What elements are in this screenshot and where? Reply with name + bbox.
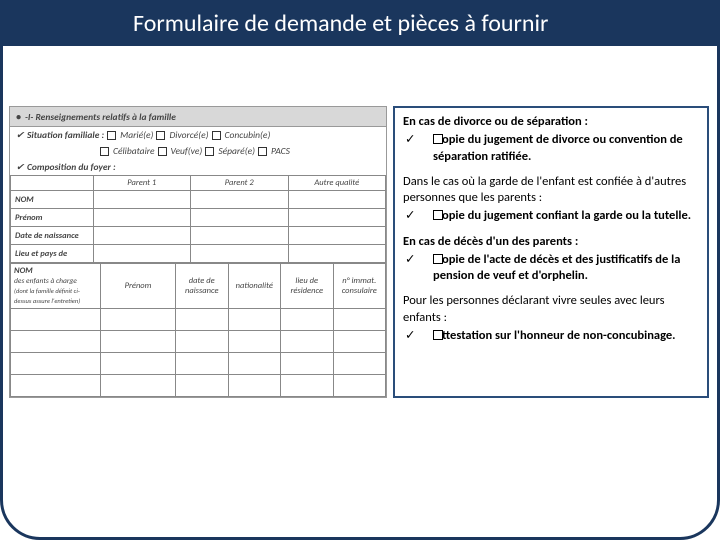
form-section-header: • -I- Renseignements relatifs à la famil… xyxy=(10,107,386,127)
doc-section: Dans le cas où la garde de l'enfant est … xyxy=(403,174,699,225)
col-header: n° immat. consulaire xyxy=(333,264,386,309)
situation-label: Situation familiale : xyxy=(27,129,104,141)
item-text: opie du jugement confiant la garde ou la… xyxy=(442,208,691,223)
doc-section: En cas de décès d'un des parents : opie … xyxy=(403,234,699,285)
form-preview: • -I- Renseignements relatifs à la famil… xyxy=(9,106,387,398)
col-header: lieu de résidence xyxy=(281,264,334,309)
col-header: date de naissance xyxy=(176,264,229,309)
check-icon: ✔ xyxy=(16,162,24,173)
table-row xyxy=(11,309,386,331)
checkbox-icon xyxy=(107,131,116,140)
box-icon xyxy=(433,134,443,144)
doc-section: En cas de divorce ou de séparation : opi… xyxy=(403,114,699,165)
checkbox-icon xyxy=(205,147,214,156)
opt: Concubin(e) xyxy=(225,129,271,141)
page-title: Formulaire de demande et pièces à fourni… xyxy=(133,9,548,38)
slide-frame: Formulaire de demande et pièces à fourni… xyxy=(0,0,720,540)
checkbox-icon xyxy=(156,131,165,140)
row-header: Lieu et pays de xyxy=(11,245,94,263)
row-header: NOM xyxy=(11,191,94,209)
table-row xyxy=(11,331,386,353)
section-heading: En cas de divorce ou de séparation : xyxy=(403,114,699,130)
list-item: opie du jugement de divorce ou conventio… xyxy=(419,132,699,165)
title-bar: Formulaire de demande et pièces à fourni… xyxy=(3,3,717,46)
checkbox-icon xyxy=(212,131,221,140)
table-row: NOM des enfants à charge (dont la famill… xyxy=(11,264,386,309)
item-text: opie de l'acte de décès et des justifica… xyxy=(433,252,680,283)
table-row: Lieu et pays de xyxy=(11,245,386,263)
section-heading: Dans le cas où la garde de l'enfant est … xyxy=(403,174,699,207)
checkbox-icon xyxy=(158,147,167,156)
opt: Veuf(ve) xyxy=(171,145,203,157)
box-icon xyxy=(433,210,443,220)
opt: Séparé(e) xyxy=(218,145,255,157)
children-table: NOM des enfants à charge (dont la famill… xyxy=(10,263,386,397)
table-row: NOM xyxy=(11,191,386,209)
opt: Marié(e) xyxy=(120,129,153,141)
item-text: ttestation sur l'honneur de non-concubin… xyxy=(442,328,676,343)
checkbox-icon xyxy=(100,147,109,156)
table-row: Parent 1 Parent 2 Autre qualité xyxy=(11,176,386,191)
row-header: Date de naissance xyxy=(11,227,94,245)
composition-row: ✔ Composition du foyer : xyxy=(10,159,386,175)
check-icon: ✔ xyxy=(16,130,24,141)
composition-label: Composition du foyer : xyxy=(27,161,116,173)
item-text: opie du jugement de divorce ou conventio… xyxy=(433,132,683,163)
list-item: ttestation sur l'honneur de non-concubin… xyxy=(419,328,699,344)
children-header: NOM des enfants à charge (dont la famill… xyxy=(11,264,101,309)
col-header: Parent 2 xyxy=(191,176,289,191)
parents-table: Parent 1 Parent 2 Autre qualité NOM Prén… xyxy=(10,175,386,263)
table-row xyxy=(11,375,386,397)
checkbox-icon xyxy=(258,147,267,156)
row-header: Prénom xyxy=(11,209,94,227)
col-header: Prénom xyxy=(101,264,176,309)
col-header: Parent 1 xyxy=(93,176,191,191)
content-area: • -I- Renseignements relatifs à la famil… xyxy=(3,46,717,408)
documents-panel: En cas de divorce ou de séparation : opi… xyxy=(393,106,709,398)
form-section-title: -I- Renseignements relatifs à la famille xyxy=(25,111,176,123)
table-row xyxy=(11,353,386,375)
form-image: • -I- Renseignements relatifs à la famil… xyxy=(9,106,387,398)
situation-row-2: Célibataire Veuf(ve) Séparé(e) PACS xyxy=(10,143,386,159)
list-item: opie de l'acte de décès et des justifica… xyxy=(419,252,699,285)
opt: Célibataire xyxy=(113,145,155,157)
col-header: Autre qualité xyxy=(288,176,386,191)
table-row: Prénom xyxy=(11,209,386,227)
opt: Divorcé(e) xyxy=(169,129,208,141)
section-heading: Pour les personnes déclarant vivre seule… xyxy=(403,293,699,326)
list-item: opie du jugement confiant la garde ou la… xyxy=(419,208,699,224)
doc-section: Pour les personnes déclarant vivre seule… xyxy=(403,293,699,344)
bullet-icon: • xyxy=(16,110,21,123)
col-header: nationalité xyxy=(228,264,281,309)
table-row: Date de naissance xyxy=(11,227,386,245)
box-icon xyxy=(433,254,443,264)
opt: PACS xyxy=(271,145,290,157)
section-heading: En cas de décès d'un des parents : xyxy=(403,234,699,250)
situation-row: ✔ Situation familiale : Marié(e) Divorcé… xyxy=(10,127,386,143)
box-icon xyxy=(433,330,443,340)
